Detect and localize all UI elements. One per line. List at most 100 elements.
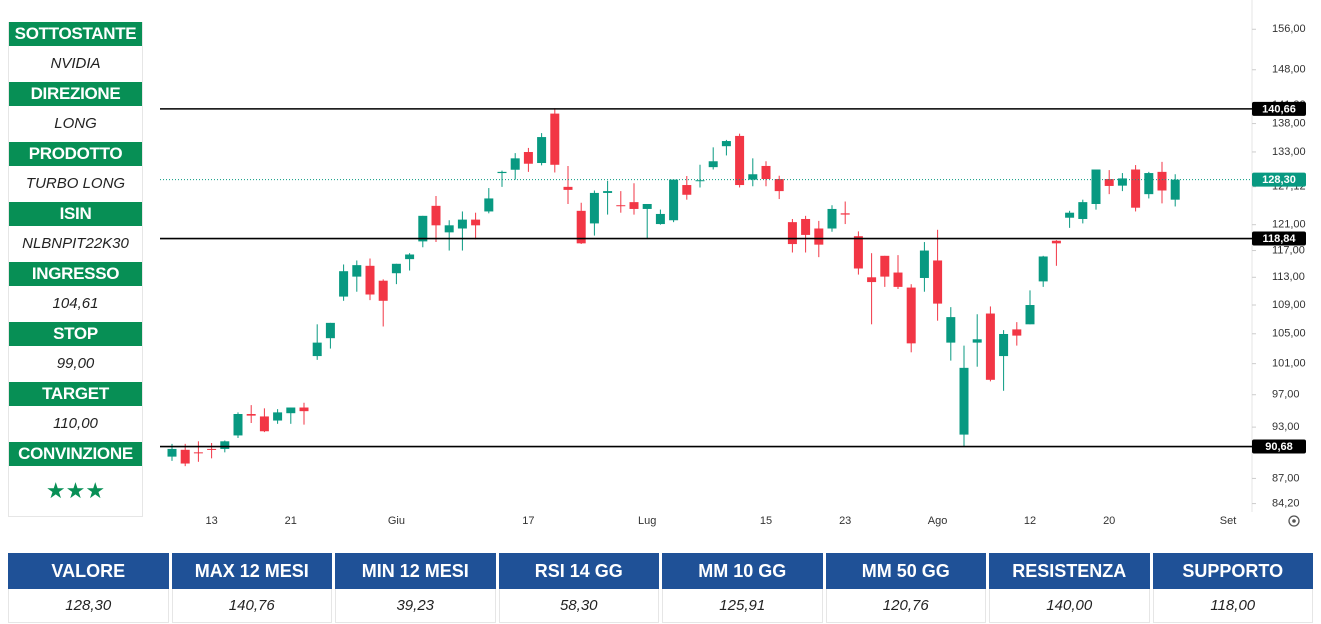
table-value: 140,00 xyxy=(989,589,1150,623)
panel-label: PRODOTTO xyxy=(9,142,142,166)
table-column: MIN 12 MESI 39,23 xyxy=(335,553,496,623)
candle-body xyxy=(523,152,533,164)
y-tick-label: 156,00 xyxy=(1272,23,1306,35)
price-tag-label: 90,68 xyxy=(1265,441,1293,453)
table-header: MIN 12 MESI xyxy=(335,553,496,589)
candle-body xyxy=(682,185,692,195)
x-tick-label: Giu xyxy=(388,515,405,527)
price-tag xyxy=(1252,231,1306,246)
candle-body xyxy=(880,255,890,277)
table-header: SUPPORTO xyxy=(1152,553,1313,589)
x-tick-label: 12 xyxy=(1024,515,1036,527)
candle-body xyxy=(655,213,665,225)
candle-body xyxy=(233,414,243,436)
y-tick-label: 121,00 xyxy=(1272,219,1306,231)
candle-body xyxy=(339,271,349,297)
panel-label: INGRESSO xyxy=(9,262,142,286)
price-tag xyxy=(1252,172,1306,187)
y-tick-label: 113,00 xyxy=(1272,271,1305,283)
candle-body xyxy=(616,205,626,207)
candle-body xyxy=(867,277,877,283)
candle-body xyxy=(1078,202,1088,219)
candle-body xyxy=(207,448,217,450)
panel-label: SOTTOSTANTE xyxy=(9,22,142,46)
candle-body xyxy=(1025,305,1035,325)
x-tick-label: 17 xyxy=(522,515,534,527)
price-tag xyxy=(1252,101,1306,116)
candle-body xyxy=(787,222,797,245)
price-tag-label: 118,84 xyxy=(1262,233,1296,245)
y-tick-label: 84,20 xyxy=(1272,497,1300,509)
candle-body xyxy=(484,198,494,212)
settings-icon-dot xyxy=(1292,519,1296,523)
table-value: 140,76 xyxy=(171,589,332,623)
table-column: MM 10 GG 125,91 xyxy=(662,553,823,623)
candle-body xyxy=(497,171,507,174)
panel-value: NVIDIA xyxy=(50,55,101,72)
candle-body xyxy=(193,452,203,454)
candle-body xyxy=(708,161,718,168)
y-tick-label: 97,00 xyxy=(1272,389,1300,401)
candle-body xyxy=(220,441,230,449)
table-column: MM 50 GG 120,76 xyxy=(825,553,986,623)
price-tag-label: 128,30 xyxy=(1262,174,1296,186)
table-header: RESISTENZA xyxy=(989,553,1150,589)
y-tick-label: 138,00 xyxy=(1272,117,1306,129)
conviction-stars: ★★★ xyxy=(45,478,106,503)
candle-body xyxy=(457,219,467,229)
settings-icon[interactable] xyxy=(1288,515,1300,527)
table-header: VALORE xyxy=(8,553,169,589)
table-column: RESISTENZA 140,00 xyxy=(989,553,1150,623)
y-tick-label: 117,00 xyxy=(1272,244,1305,256)
panel-value: 110,00 xyxy=(53,415,98,432)
candle-body xyxy=(537,137,547,164)
panel-value: TURBO LONG xyxy=(25,175,126,192)
table-column: MAX 12 MESI 140,76 xyxy=(171,553,332,623)
candle-body xyxy=(431,205,441,226)
candle-body xyxy=(576,210,586,244)
candle-body xyxy=(735,135,745,186)
y-tick-label: 87,00 xyxy=(1272,472,1300,484)
candle-body xyxy=(827,208,837,229)
table-header: MAX 12 MESI xyxy=(171,553,332,589)
candle-body xyxy=(378,280,388,301)
x-tick-label: 21 xyxy=(285,515,297,527)
panel-label: CONVINZIONE xyxy=(9,442,142,466)
candle-body xyxy=(1038,256,1048,282)
candle-body xyxy=(695,180,705,182)
table-value: 118,00 xyxy=(1152,589,1313,623)
candle-body xyxy=(365,265,375,295)
y-tick-label: 109,00 xyxy=(1272,299,1306,311)
y-tick-label: 101,00 xyxy=(1272,358,1306,370)
y-tick-label: 93,00 xyxy=(1272,421,1300,433)
candle-body xyxy=(550,113,560,165)
candle-body xyxy=(1131,169,1141,208)
candle-body xyxy=(761,165,771,180)
panel-label: TARGET xyxy=(9,382,142,406)
candle-body xyxy=(180,449,190,464)
candle-body xyxy=(1104,179,1114,186)
candle-body xyxy=(721,141,731,147)
candle-body xyxy=(669,179,679,221)
candle-body xyxy=(1051,240,1061,244)
candle-body xyxy=(774,179,784,192)
table-column: SUPPORTO 118,00 xyxy=(1152,553,1313,623)
candle-body xyxy=(325,322,335,339)
candle-body xyxy=(167,448,177,457)
panel-value: LONG xyxy=(54,115,97,132)
candle-body xyxy=(814,228,824,245)
x-tick-label: Set xyxy=(1220,515,1237,527)
candle-body xyxy=(1170,179,1180,200)
stats-table: VALORE 128,30 MAX 12 MESI 140,76 MIN 12 MESI… xyxy=(8,553,1313,623)
candle-body xyxy=(906,287,916,344)
candle-body xyxy=(299,407,309,412)
y-tick-label: 105,00 xyxy=(1272,328,1306,340)
panel-label: DIREZIONE xyxy=(9,82,142,106)
x-tick-label: 15 xyxy=(760,515,772,527)
candle-body xyxy=(985,313,995,380)
table-header: MM 10 GG xyxy=(662,553,823,589)
y-tick-label: 148,00 xyxy=(1272,64,1306,76)
candle-body xyxy=(444,225,454,233)
candle-body xyxy=(801,218,811,235)
